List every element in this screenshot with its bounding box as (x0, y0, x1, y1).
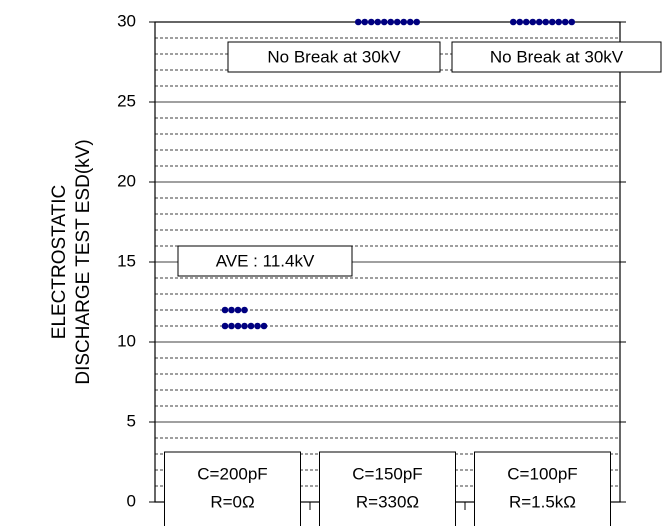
y-tick-label: 10 (117, 331, 136, 350)
data-point (361, 18, 369, 26)
annotation: No Break at 30kV (267, 47, 401, 66)
data-point (228, 306, 235, 314)
category-box (164, 451, 301, 526)
data-point (535, 18, 543, 26)
y-tick-label: 15 (117, 251, 136, 270)
x-tick-label: R=330Ω (356, 492, 419, 511)
category-box (319, 451, 456, 526)
category-box (474, 451, 611, 526)
data-point (241, 322, 248, 330)
data-point (228, 322, 235, 330)
data-point (406, 18, 414, 26)
data-point (221, 322, 229, 330)
data-point (387, 18, 395, 26)
data-point (568, 18, 576, 26)
x-tick-label: R=0Ω (210, 492, 254, 511)
data-point (400, 18, 408, 26)
data-point (548, 18, 556, 26)
y-tick-label: 0 (127, 491, 136, 510)
y-tick-label: 30 (117, 11, 136, 30)
data-point (247, 322, 255, 330)
data-point (542, 18, 550, 26)
data-point (393, 18, 401, 26)
x-tick-label: R=1.5kΩ (509, 492, 576, 511)
data-point (354, 18, 362, 26)
y-tick-label: 25 (117, 91, 136, 110)
y-axis-label: DISCHARGE TEST ESD(kV) (73, 139, 94, 384)
data-point (413, 18, 421, 26)
y-tick-label: 20 (117, 171, 136, 190)
data-point (367, 18, 375, 26)
annotation: AVE : 11.4kV (216, 251, 315, 270)
annotation-box (451, 41, 662, 73)
data-point (516, 18, 524, 26)
y-tick-label: 5 (127, 411, 136, 430)
data-point (234, 322, 242, 330)
x-tick-label: C=200pF (197, 464, 267, 483)
data-point (241, 306, 248, 314)
data-point (374, 18, 382, 26)
data-point (221, 306, 229, 314)
data-point (380, 18, 388, 26)
data-point (234, 306, 242, 314)
x-tick-label: C=150pF (352, 464, 422, 483)
y-axis-label: ELECTROSTATIC (49, 185, 70, 339)
data-point (260, 322, 268, 330)
data-point (509, 18, 517, 26)
annotation-box (177, 245, 353, 277)
data-point (555, 18, 563, 26)
data-point (529, 18, 537, 26)
data-point (254, 322, 261, 330)
annotation: No Break at 30kV (490, 47, 624, 66)
data-point (561, 18, 569, 26)
annotation-box (227, 41, 441, 73)
data-point (522, 18, 530, 26)
x-tick-label: C=100pF (507, 464, 577, 483)
